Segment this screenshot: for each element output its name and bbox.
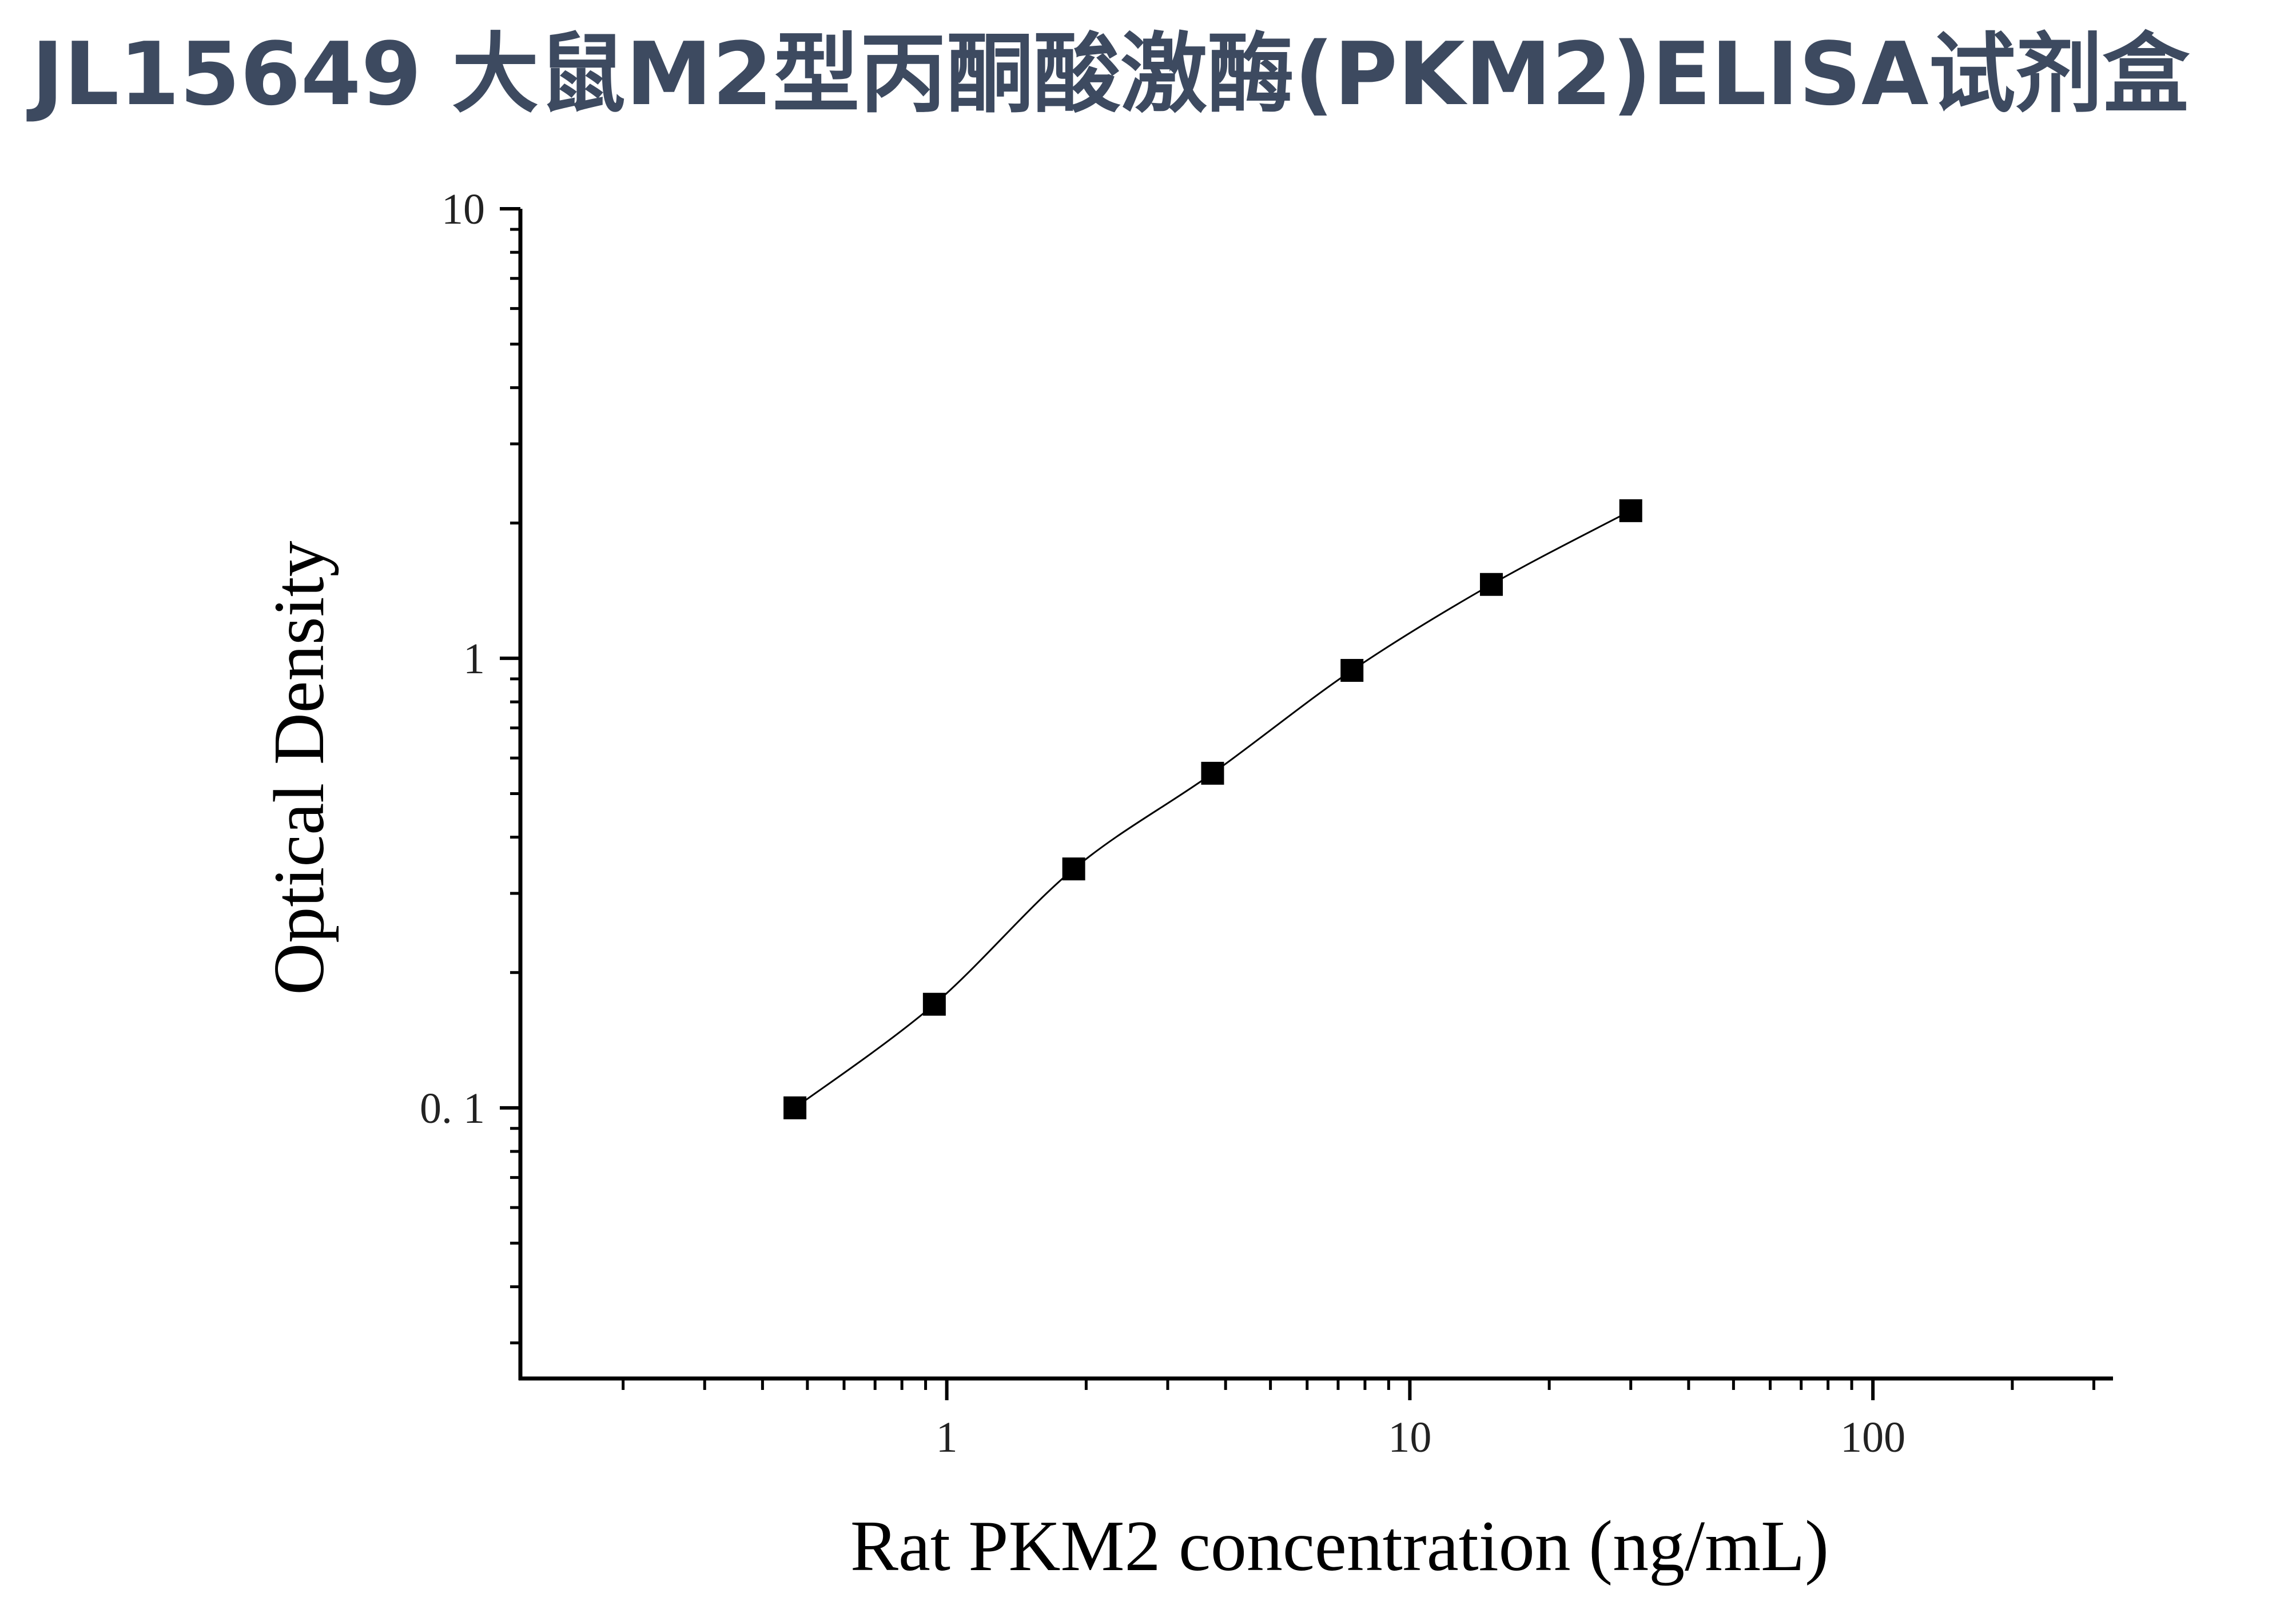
y-axis-ticks: 0. 1 1 10 <box>420 185 520 1133</box>
y-tick-label: 1 <box>463 635 485 683</box>
x-axis-ticks: 1 10 100 <box>936 1378 1905 1461</box>
data-point <box>1201 761 1224 785</box>
x-axis-title: Rat PKM2 concentration (ng/mL) <box>850 1507 1829 1586</box>
data-points <box>783 499 1642 1119</box>
x-tick-label: 1 <box>936 1413 958 1461</box>
data-point <box>783 1096 807 1119</box>
fit-curve <box>794 510 1632 1109</box>
data-point <box>1479 573 1503 596</box>
data-point <box>1062 857 1085 881</box>
y-tick-label: 0. 1 <box>420 1084 485 1133</box>
data-point <box>1340 659 1364 682</box>
data-point <box>1619 499 1642 522</box>
y-tick-label: 10 <box>441 185 485 233</box>
x-tick-label: 100 <box>1840 1413 1905 1461</box>
page-title: JL15649 大鼠M2型丙酮酸激酶(PKM2)ELISA试剂盒 <box>31 23 2190 125</box>
data-point <box>922 992 946 1016</box>
x-tick-label: 10 <box>1388 1413 1431 1461</box>
y-axis-title: Optical Density <box>260 541 339 995</box>
